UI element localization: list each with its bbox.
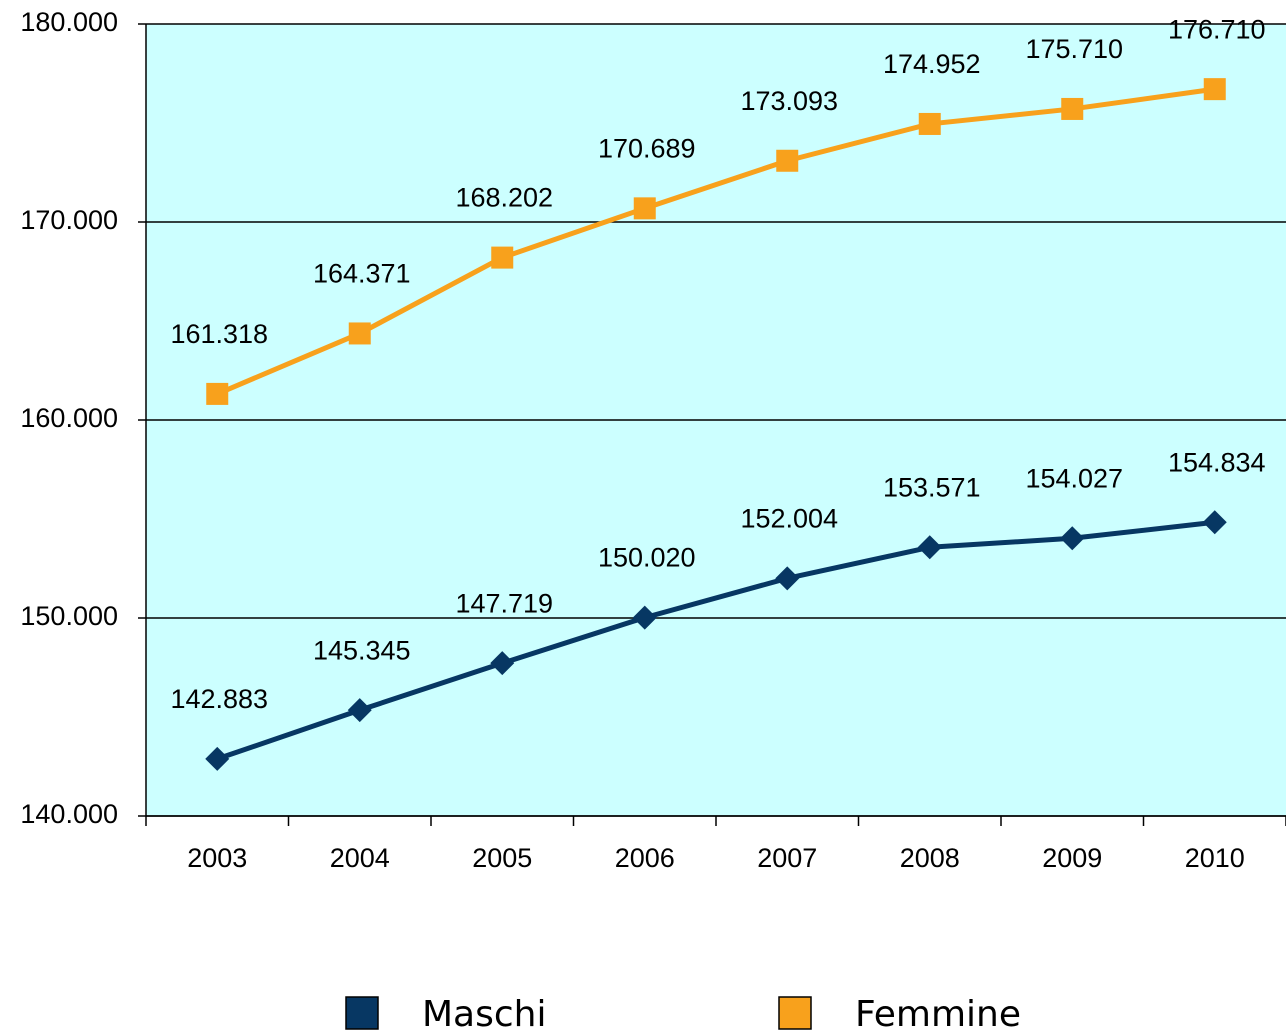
data-label: 142.883: [170, 684, 268, 714]
marker: [1060, 526, 1085, 551]
y-tick-label: 140.000: [20, 799, 118, 829]
data-label: 145.345: [313, 635, 411, 665]
legend-label: Femmine: [855, 994, 1021, 1034]
series-line: [216, 86, 1216, 397]
x-tick-label: 2008: [900, 843, 960, 873]
data-label: 152.004: [740, 503, 838, 533]
data-label: 150.020: [598, 543, 696, 573]
marker: [917, 535, 942, 560]
y-tick-label: 150.000: [20, 601, 118, 631]
x-tick-label: 2010: [1185, 843, 1245, 873]
x-tick-label: 2006: [615, 843, 675, 873]
data-label: 164.371: [313, 259, 411, 289]
marker: [776, 149, 799, 172]
x-tick-label: 2004: [330, 843, 390, 873]
y-tick-label: 160.000: [20, 403, 118, 433]
x-tick-label: 2007: [757, 843, 817, 873]
data-label: 173.093: [740, 86, 838, 116]
marker: [348, 322, 371, 345]
marker: [347, 698, 372, 723]
data-label: 170.689: [598, 133, 696, 163]
data-label: 154.027: [1025, 463, 1123, 493]
data-label: 153.571: [883, 472, 981, 502]
y-tick-label: 180.000: [20, 7, 118, 37]
marker: [206, 382, 229, 405]
legend-swatch: [345, 996, 379, 1030]
marker: [491, 246, 514, 269]
series-line: [216, 519, 1216, 762]
legend-swatch: [778, 996, 812, 1030]
data-label: 168.202: [455, 183, 553, 213]
x-tick-label: 2005: [472, 843, 532, 873]
marker: [1061, 97, 1084, 120]
marker: [205, 746, 230, 771]
marker: [632, 605, 657, 630]
data-label: 174.952: [883, 49, 981, 79]
x-tick-label: 2009: [1042, 843, 1102, 873]
data-label: 175.710: [1025, 34, 1123, 64]
x-tick-label: 2003: [187, 843, 247, 873]
data-label: 147.719: [455, 588, 553, 618]
legend-label: Maschi: [422, 994, 547, 1034]
marker: [1202, 510, 1227, 535]
data-label: 176.710: [1168, 14, 1266, 44]
marker: [1203, 78, 1226, 101]
marker: [633, 197, 656, 220]
marker: [775, 566, 800, 591]
marker: [490, 651, 515, 676]
y-tick-label: 170.000: [20, 205, 118, 235]
data-label: 154.834: [1168, 447, 1266, 477]
marker: [918, 112, 941, 135]
data-label: 161.318: [170, 319, 268, 349]
